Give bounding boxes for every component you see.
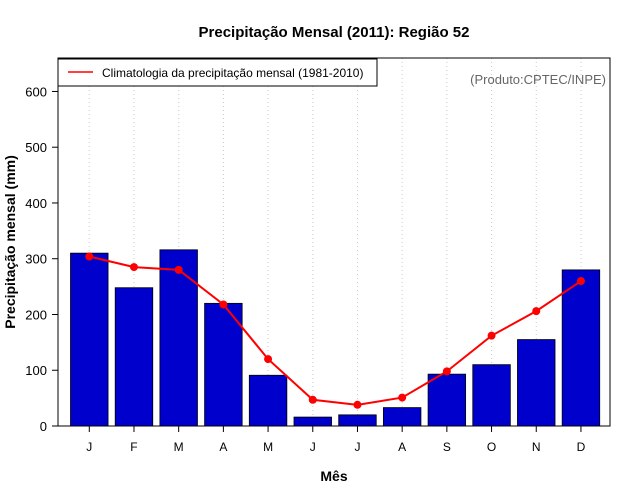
bar-o-9 bbox=[472, 364, 511, 427]
climatology-point bbox=[308, 395, 317, 404]
legend-box bbox=[57, 58, 378, 87]
climatology-line bbox=[89, 255, 582, 406]
grid bbox=[88, 58, 582, 426]
y-axis-label: Precipitação mensal (mm) bbox=[2, 155, 18, 329]
climatology-point bbox=[264, 355, 273, 364]
climatology-point bbox=[398, 393, 407, 402]
climatology-point bbox=[219, 300, 228, 309]
x-tick-label: M bbox=[174, 440, 184, 454]
legend-label-climatology: Climatologia da precipitação mensal (198… bbox=[102, 66, 363, 80]
climatology-point bbox=[576, 277, 585, 286]
climatology-point bbox=[532, 307, 541, 316]
x-tick-label: J bbox=[86, 440, 92, 454]
x-tick-label: O bbox=[487, 440, 496, 454]
x-tick-label: N bbox=[532, 440, 541, 454]
x-axis-label: Mês bbox=[320, 468, 347, 484]
bar-a-3 bbox=[204, 302, 243, 427]
x-tick-label: A bbox=[219, 440, 227, 454]
x-tick-label: M bbox=[263, 440, 273, 454]
bar-m-2 bbox=[159, 249, 198, 427]
legend: Climatologia da precipitação mensal (198… bbox=[57, 58, 378, 87]
y-tick-label: 100 bbox=[25, 363, 47, 378]
bar-f-1 bbox=[114, 287, 154, 427]
x-tick-label: D bbox=[577, 440, 586, 454]
bars bbox=[70, 249, 601, 427]
climatology-point bbox=[129, 263, 138, 272]
bar-j-6 bbox=[338, 414, 377, 427]
credit-text: (Produto:CPTEC/INPE) bbox=[470, 72, 606, 87]
climatology-point bbox=[442, 367, 451, 376]
bar-s-8 bbox=[427, 373, 467, 427]
x-tick-label: J bbox=[310, 440, 316, 454]
climatology-point bbox=[487, 331, 496, 340]
chart-title: Precipitação Mensal (2011): Região 52 bbox=[199, 24, 470, 41]
climatology-point bbox=[174, 265, 183, 274]
climatology-series bbox=[85, 252, 585, 409]
plot-frame bbox=[57, 57, 611, 427]
climatology-point bbox=[353, 400, 362, 409]
x-tick-label: J bbox=[354, 440, 360, 454]
climatology-point bbox=[85, 252, 94, 261]
y-tick-label: 200 bbox=[25, 307, 47, 322]
y-tick-label: 300 bbox=[25, 252, 47, 267]
y-tick-label: 600 bbox=[25, 84, 47, 99]
bar-j-0 bbox=[70, 252, 109, 427]
bar-m-4 bbox=[248, 374, 288, 427]
bar-a-7 bbox=[382, 407, 422, 427]
y-axis: 0 100 200 300 400 500 600 bbox=[25, 84, 58, 434]
bar-n-10 bbox=[517, 339, 556, 427]
y-tick-label: 500 bbox=[25, 140, 47, 155]
bar-j-5 bbox=[293, 416, 332, 427]
x-tick-label: A bbox=[398, 440, 406, 454]
bar-d-11 bbox=[561, 269, 601, 427]
y-tick-label: 0 bbox=[40, 419, 47, 434]
y-tick-label: 400 bbox=[25, 196, 47, 211]
x-tick-label: S bbox=[443, 440, 451, 454]
x-tick-label: F bbox=[130, 440, 137, 454]
